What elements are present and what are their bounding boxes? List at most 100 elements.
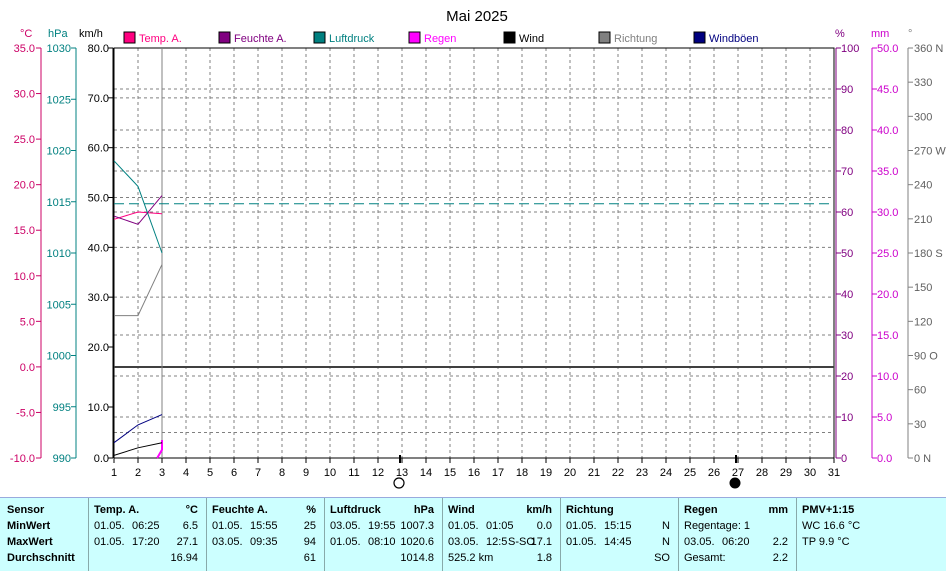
rain-tick-label: 20.0 <box>877 289 898 301</box>
rain-total: 2.2 <box>772 552 788 564</box>
temp-max-val: 27.1 <box>176 536 198 548</box>
hum-tick-label: 80 <box>841 125 853 137</box>
dir-tick-label: 0 N <box>914 453 931 465</box>
hum-unit: % <box>306 504 316 516</box>
hum-tick-label: 50 <box>841 248 853 260</box>
temp-tick-label: 15.0 <box>14 225 35 237</box>
dir-min-date: 01.05. <box>566 520 597 532</box>
stats-col-pmv: PMV+1:15 WC 16.6 °C TP 9.9 °C <box>796 498 914 571</box>
press-tick-label: 995 <box>53 402 71 414</box>
day-tick-label: 19 <box>540 467 552 479</box>
legend-label-1: Feuchte A. <box>234 33 287 45</box>
day-tick-label: 22 <box>612 467 624 479</box>
day-tick-label: 25 <box>684 467 696 479</box>
press-tick-label: 1020 <box>47 146 71 158</box>
pmv-tp: TP 9.9 °C <box>802 536 850 548</box>
rain-total-label: Gesamt: <box>684 552 726 564</box>
day-tick-label: 16 <box>468 467 480 479</box>
day-tick-label: 4 <box>183 467 189 479</box>
wind-tick-label: 80.0 <box>88 43 109 55</box>
wind-min-time: 01:05 <box>486 520 514 532</box>
dir-tick-label: 180 S <box>914 248 943 260</box>
temp-tick-label: -5.0 <box>16 407 35 419</box>
hum-title: Feuchte A. <box>212 504 268 516</box>
day-tick-label: 17 <box>492 467 504 479</box>
legend-swatch-0 <box>123 31 136 44</box>
dir-tick-label: 240 <box>914 180 932 192</box>
rain-tick-label: 15.0 <box>877 330 898 342</box>
full-moon-icon <box>393 477 405 489</box>
dir-min-val: N <box>662 520 670 532</box>
pmv-wc: WC 16.6 °C <box>802 520 861 532</box>
temp-tick-label: -10.0 <box>10 453 35 465</box>
temp-min-val: 6.5 <box>182 520 198 532</box>
temp-tick-label: 20.0 <box>14 180 35 192</box>
day-tick-label: 13 <box>396 467 408 479</box>
day-tick-label: 24 <box>660 467 672 479</box>
press-title: Luftdruck <box>330 504 381 516</box>
stats-col-wind: Wind km/h 01.05. 01:05 0.0 03.05. 12:5 S-SO 17… <box>442 498 561 571</box>
row-label-sensor: Sensor <box>7 504 45 516</box>
hum-tick-label: 90 <box>841 84 853 96</box>
dir-tick-label: 300 <box>914 111 932 123</box>
rain-tick-label: 45.0 <box>877 84 898 96</box>
unit-hum: % <box>835 28 845 40</box>
hum-tick-label: 30 <box>841 330 853 342</box>
dir-tick-label: 360 N <box>914 43 943 55</box>
row-label-max: MaxWert <box>7 536 53 548</box>
dir-min-time: 15:15 <box>604 520 632 532</box>
press-max-time: 08:10 <box>368 536 396 548</box>
dir-tick-label: 120 <box>914 316 932 328</box>
legend-label-6: Windböen <box>709 33 759 45</box>
legend-swatch-1 <box>218 31 231 44</box>
dir-tick-label: 30 <box>914 419 926 431</box>
dir-title: Richtung <box>566 504 614 516</box>
wind-max-dir: S-SO <box>508 536 535 548</box>
day-tick-label: 27 <box>732 467 744 479</box>
dir-tick-label: 210 <box>914 214 932 226</box>
rain-tick-label: 5.0 <box>877 412 892 424</box>
hum-tick-label: 70 <box>841 166 853 178</box>
series-wind <box>113 442 163 456</box>
press-min-date: 03.05. <box>330 520 361 532</box>
temp-tick-label: 5.0 <box>20 316 35 328</box>
wind-min-date: 01.05. <box>448 520 479 532</box>
statistics-panel: Sensor MinWert MaxWert Durchschnitt Temp… <box>0 497 946 571</box>
press-max-val: 1020.6 <box>400 536 434 548</box>
chart-title: Mai 2025 <box>446 8 508 25</box>
temp-tick-label: 0.0 <box>20 362 35 374</box>
wind-tick-label: 20.0 <box>88 342 109 354</box>
temp-avg: 16.94 <box>170 552 198 564</box>
day-tick-label: 29 <box>780 467 792 479</box>
temp-min-date: 01.05. <box>94 520 125 532</box>
unit-wind: km/h <box>79 28 103 40</box>
dir-tick-label: 330 <box>914 77 932 89</box>
press-tick-label: 1000 <box>47 351 71 363</box>
rain-max-date: 03.05. <box>684 536 715 548</box>
hum-tick-label: 20 <box>841 371 853 383</box>
new-moon-icon <box>729 477 741 489</box>
unit-dir: ° <box>908 28 912 40</box>
temp-tick-label: 35.0 <box>14 43 35 55</box>
day-tick-label: 31 <box>828 467 840 479</box>
temp-tick-label: 25.0 <box>14 134 35 146</box>
legend-swatch-6 <box>693 31 706 44</box>
legend-label-0: Temp. A. <box>139 33 182 45</box>
dir-tick-label: 90 O <box>914 351 938 363</box>
rain-max-time: 06:20 <box>722 536 750 548</box>
press-tick-label: 990 <box>53 453 71 465</box>
series-feuchte-a- <box>113 195 163 225</box>
day-tick-label: 7 <box>255 467 261 479</box>
press-tick-label: 1010 <box>47 248 71 260</box>
rain-title: Regen <box>684 504 718 516</box>
day-tick-label: 23 <box>636 467 648 479</box>
hum-tick-label: 0 <box>841 453 847 465</box>
dir-avg: SO <box>654 552 670 564</box>
temp-min-time: 06:25 <box>132 520 160 532</box>
temp-tick-label: 30.0 <box>14 89 35 101</box>
rain-tick-label: 40.0 <box>877 125 898 137</box>
hum-max-val: 94 <box>303 536 316 548</box>
wind-title: Wind <box>448 504 475 516</box>
unit-rain: mm <box>871 28 889 40</box>
wind-max-time: 12:5 <box>486 536 508 548</box>
